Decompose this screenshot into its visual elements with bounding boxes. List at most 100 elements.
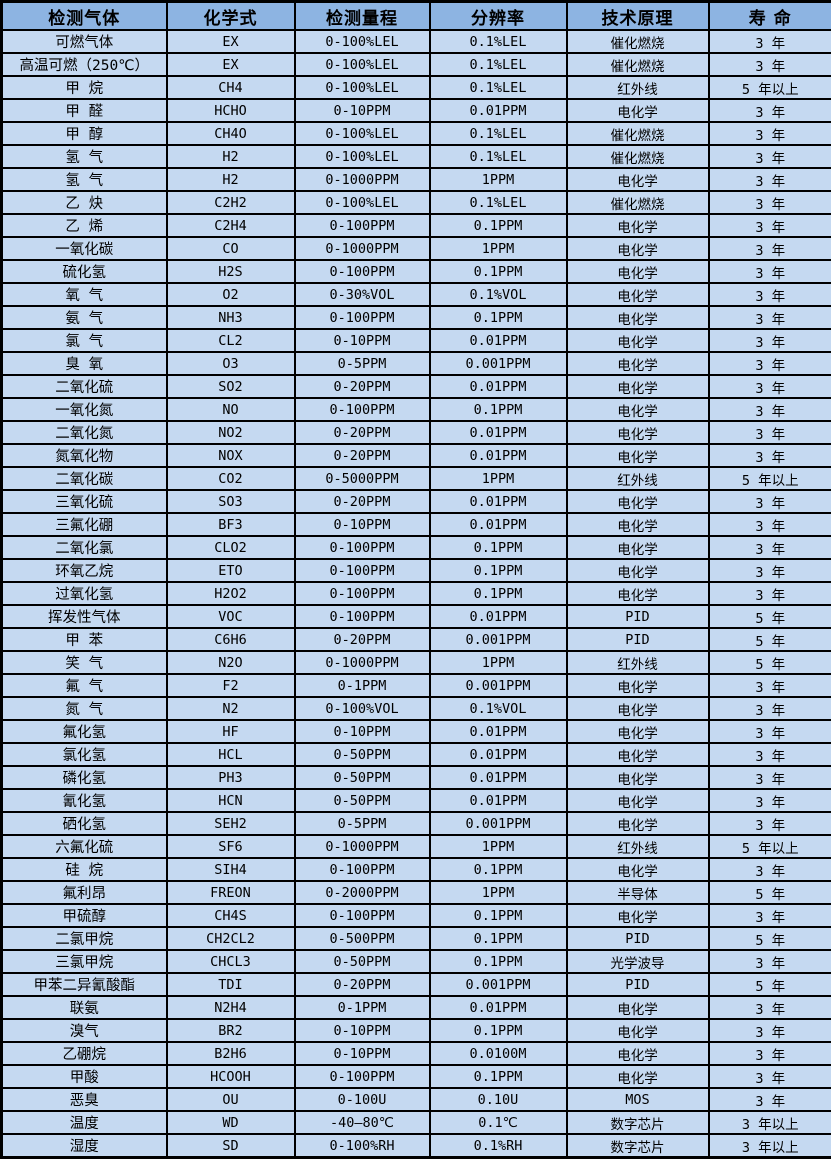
cell-lifespan: 3 年 [709, 191, 831, 214]
cell-principle: 电化学 [567, 559, 709, 582]
cell-principle: 电化学 [567, 237, 709, 260]
cell-range: 0-100%RH [295, 1134, 430, 1158]
cell-gas-name: 氟利昂 [2, 881, 167, 904]
cell-range: 0-100PPM [295, 1065, 430, 1088]
cell-gas-name: 湿度 [2, 1134, 167, 1158]
cell-formula: TDI [167, 973, 295, 996]
cell-range: 0-10PPM [295, 513, 430, 536]
cell-resolution: 0.1%LEL [430, 122, 567, 145]
cell-principle: 红外线 [567, 76, 709, 99]
cell-resolution: 1PPM [430, 881, 567, 904]
cell-lifespan: 3 年 [709, 996, 831, 1019]
cell-resolution: 0.1PPM [430, 260, 567, 283]
cell-lifespan: 5 年以上 [709, 467, 831, 490]
cell-range: 0-1000PPM [295, 168, 430, 191]
cell-formula: NO2 [167, 421, 295, 444]
cell-principle: 电化学 [567, 168, 709, 191]
cell-formula: N2H4 [167, 996, 295, 1019]
cell-formula: CO2 [167, 467, 295, 490]
cell-range: 0-5PPM [295, 812, 430, 835]
cell-formula: CO [167, 237, 295, 260]
cell-principle: 电化学 [567, 536, 709, 559]
cell-resolution: 0.1%VOL [430, 283, 567, 306]
cell-range: 0-100PPM [295, 260, 430, 283]
cell-range: 0-2000PPM [295, 881, 430, 904]
cell-lifespan: 3 年以上 [709, 1111, 831, 1134]
cell-principle: 电化学 [567, 99, 709, 122]
cell-range: 0-100PPM [295, 904, 430, 927]
cell-gas-name: 二氧化氮 [2, 421, 167, 444]
cell-principle: 催化燃烧 [567, 191, 709, 214]
cell-range: 0-20PPM [295, 444, 430, 467]
cell-formula: ETO [167, 559, 295, 582]
cell-resolution: 0.001PPM [430, 812, 567, 835]
cell-principle: 催化燃烧 [567, 53, 709, 76]
cell-range: 0-20PPM [295, 490, 430, 513]
cell-gas-name: 二氯甲烷 [2, 927, 167, 950]
cell-formula: SEH2 [167, 812, 295, 835]
cell-formula: SD [167, 1134, 295, 1158]
cell-lifespan: 3 年 [709, 1042, 831, 1065]
cell-range: 0-50PPM [295, 789, 430, 812]
cell-formula: O2 [167, 283, 295, 306]
cell-lifespan: 3 年 [709, 789, 831, 812]
cell-gas-name: 一氧化碳 [2, 237, 167, 260]
cell-gas-name: 氟化氢 [2, 720, 167, 743]
cell-formula: O3 [167, 352, 295, 375]
cell-formula: N2O [167, 651, 295, 674]
cell-range: 0-100PPM [295, 605, 430, 628]
cell-resolution: 0.10U [430, 1088, 567, 1111]
cell-resolution: 0.1%LEL [430, 53, 567, 76]
cell-formula: OU [167, 1088, 295, 1111]
cell-lifespan: 3 年 [709, 375, 831, 398]
cell-formula: WD [167, 1111, 295, 1134]
cell-range: 0-100U [295, 1088, 430, 1111]
cell-formula: C2H2 [167, 191, 295, 214]
cell-resolution: 0.1PPM [430, 1065, 567, 1088]
cell-gas-name: 氟 气 [2, 674, 167, 697]
cell-formula: SF6 [167, 835, 295, 858]
cell-resolution: 0.01PPM [430, 766, 567, 789]
cell-principle: 电化学 [567, 697, 709, 720]
cell-formula: HCN [167, 789, 295, 812]
cell-gas-name: 三氧化硫 [2, 490, 167, 513]
cell-principle: 催化燃烧 [567, 122, 709, 145]
cell-formula: SO3 [167, 490, 295, 513]
cell-gas-name: 甲硫醇 [2, 904, 167, 927]
cell-formula: NO [167, 398, 295, 421]
cell-principle: 电化学 [567, 1019, 709, 1042]
cell-lifespan: 3 年以上 [709, 1134, 831, 1158]
cell-principle: 电化学 [567, 260, 709, 283]
column-header-lifespan: 寿 命 [709, 2, 831, 31]
cell-principle: PID [567, 628, 709, 651]
cell-principle: 电化学 [567, 329, 709, 352]
cell-principle: 电化学 [567, 375, 709, 398]
cell-range: 0-20PPM [295, 973, 430, 996]
cell-principle: 电化学 [567, 490, 709, 513]
cell-lifespan: 3 年 [709, 904, 831, 927]
cell-formula: BR2 [167, 1019, 295, 1042]
cell-resolution: 0.001PPM [430, 973, 567, 996]
cell-formula: CLO2 [167, 536, 295, 559]
cell-gas-name: 甲酸 [2, 1065, 167, 1088]
cell-principle: 电化学 [567, 812, 709, 835]
cell-formula: NH3 [167, 306, 295, 329]
cell-range: 0-1PPM [295, 996, 430, 1019]
cell-range: 0-30%VOL [295, 283, 430, 306]
cell-lifespan: 3 年 [709, 720, 831, 743]
cell-gas-name: 氨 气 [2, 306, 167, 329]
cell-principle: PID [567, 973, 709, 996]
cell-principle: 电化学 [567, 582, 709, 605]
cell-resolution: 0.1%VOL [430, 697, 567, 720]
